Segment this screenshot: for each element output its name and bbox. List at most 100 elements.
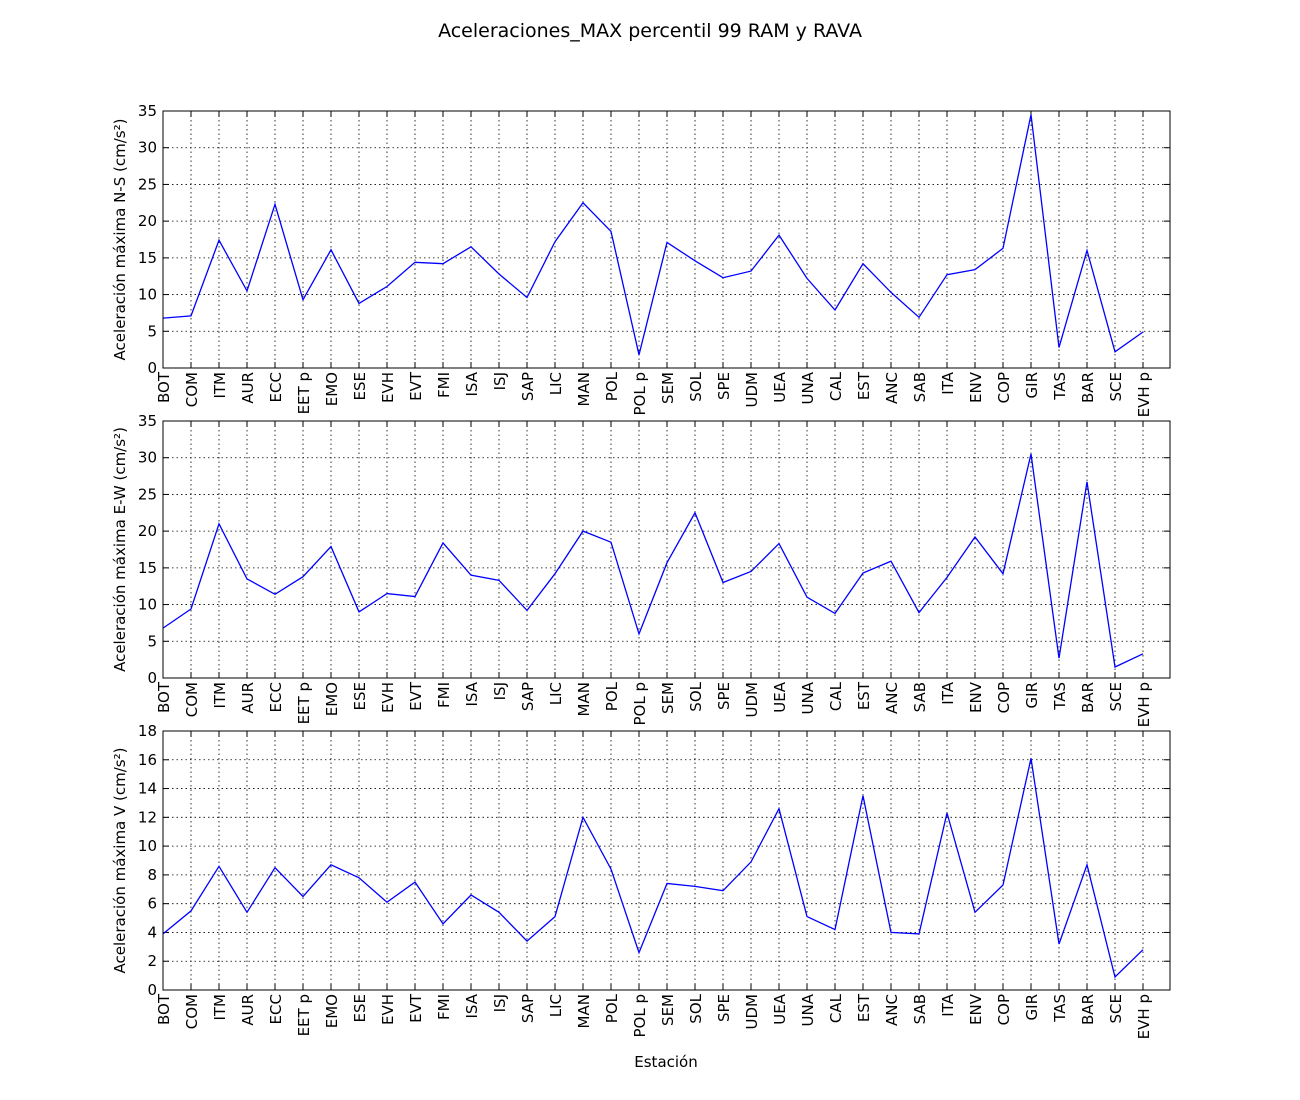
x-tick-label: EVT: [407, 681, 425, 711]
x-tick-label: EMO: [323, 372, 341, 406]
x-tick-label: SCE: [1107, 682, 1125, 711]
x-tick-label: UDM: [743, 372, 761, 407]
x-tick-label: SOL: [687, 993, 705, 1023]
x-tick-label: POL: [603, 993, 621, 1023]
x-tick-label: SEM: [659, 994, 677, 1026]
x-tick-label: ITM: [211, 682, 229, 709]
x-tick-label: COP: [995, 682, 1013, 713]
x-tick-label: SAP: [519, 372, 537, 401]
x-tick-label: FMI: [435, 372, 453, 398]
subplot-ew: 0 5 10 15 20 25 30 35 BOT COM ITM AUR ECC EET p EMO ESE…: [111, 412, 1171, 727]
x-tick-label: UEA: [771, 681, 789, 712]
x-tick-label: ITM: [211, 372, 229, 399]
x-tick-label: SEM: [659, 372, 677, 404]
x-tick-label: AUR: [239, 994, 257, 1026]
x-tick-label: SPE: [715, 994, 733, 1022]
y-tick-label: 4: [147, 923, 157, 941]
x-tick-label: SCE: [1107, 994, 1125, 1023]
x-tick-label: UNA: [799, 993, 817, 1026]
x-tick-label: CAL: [827, 371, 845, 401]
x-tick-label: CAL: [827, 681, 845, 711]
x-tick-label: EMO: [323, 682, 341, 716]
x-tick-label: EET p: [295, 372, 313, 414]
x-tick-label: LIC: [547, 372, 565, 395]
x-tick-label: SAB: [911, 994, 929, 1024]
x-tick-label: FMI: [435, 682, 453, 708]
y-tick-label: 35: [138, 412, 157, 430]
x-tick-label: TAS: [1051, 994, 1069, 1023]
x-tick-label: ANC: [883, 994, 901, 1026]
y-tick-label: 0: [147, 359, 157, 377]
x-tick-label: CAL: [827, 993, 845, 1023]
x-tick-label: FMI: [435, 994, 453, 1020]
x-tick-label: AUR: [239, 372, 257, 404]
x-tick-label: ESE: [351, 372, 369, 400]
x-tick-label: ECC: [267, 682, 285, 712]
axes-frame: [162, 730, 1171, 991]
x-tick-label: SAB: [911, 682, 929, 712]
x-tick-label: MAN: [575, 994, 593, 1028]
x-tick-label: TAS: [1051, 682, 1069, 711]
x-tick-label: EST: [855, 993, 873, 1022]
x-tick-label: AUR: [239, 682, 257, 714]
x-tick-label: ANC: [883, 682, 901, 714]
x-tick-label: MAN: [575, 682, 593, 716]
x-tick-label: LIC: [547, 994, 565, 1017]
y-tick-label: 30: [138, 139, 157, 157]
y-axis-label: Aceleración máxima E-W (cm/s²): [111, 427, 129, 672]
y-tick-label: 14: [138, 780, 157, 798]
x-tick-label: EVH p: [1135, 372, 1153, 417]
x-tick-label: COP: [995, 994, 1013, 1025]
y-tick-label: 20: [138, 212, 157, 230]
x-axis-label: Estación: [634, 1053, 697, 1071]
x-tick-label: GIR: [1023, 682, 1041, 708]
x-tick-label: UDM: [743, 994, 761, 1029]
x-tick-label: EET p: [295, 994, 313, 1036]
x-tick-label: SOL: [687, 371, 705, 401]
x-tick-label: EVH: [379, 682, 397, 713]
x-tick-label: SAP: [519, 682, 537, 711]
x-tick-label: SAP: [519, 994, 537, 1023]
y-tick-label: 2: [147, 952, 157, 970]
x-tick-label: EVH p: [1135, 994, 1153, 1039]
x-tick-label: ESE: [351, 682, 369, 710]
figure-title: Aceleraciones_MAX percentil 99 RAM y RAV…: [438, 20, 862, 42]
x-tick-label: SPE: [715, 372, 733, 400]
series-line-v: [162, 758, 1144, 979]
x-tick-label: POL: [603, 371, 621, 401]
x-tick-label: ISA: [463, 993, 481, 1018]
y-tick-label: 0: [147, 669, 157, 687]
x-tick-label: ECC: [267, 372, 285, 402]
x-tick-label: EVT: [407, 993, 425, 1023]
x-tick-label: ECC: [267, 994, 285, 1024]
x-tick-label: ENV: [967, 993, 985, 1025]
x-tick-label: ISJ: [491, 682, 509, 700]
x-tick-label: ISA: [463, 681, 481, 706]
x-tick-label: COP: [995, 372, 1013, 403]
x-tick-label: ISJ: [491, 994, 509, 1012]
subplot-v: 0 2 4 6 8 10 12 14 16 18 BOT COM ITM AUR ECC EET p EMO ES…: [111, 722, 1171, 1039]
y-tick-label: 10: [138, 286, 157, 304]
x-tick-label: POL p: [631, 372, 649, 416]
y-axis-label: Aceleración máxima V (cm/s²): [111, 748, 129, 974]
x-tick-label: TAS: [1051, 372, 1069, 401]
series-line-ns: [162, 114, 1144, 355]
x-tick-label: SCE: [1107, 372, 1125, 401]
x-tick-label: ITM: [211, 994, 229, 1021]
y-tick-label: 10: [138, 837, 157, 855]
x-tick-label: SOL: [687, 681, 705, 711]
x-tick-label: ITA: [939, 993, 957, 1016]
x-tick-label: BOT: [155, 371, 173, 403]
x-tick-label: EVT: [407, 371, 425, 401]
x-tick-label: BAR: [1079, 372, 1097, 403]
x-tick-label: UNA: [799, 371, 817, 404]
x-tick-label: COM: [183, 682, 201, 717]
x-tick-label: ANC: [883, 372, 901, 404]
x-tick-label: BOT: [155, 993, 173, 1025]
x-tick-label: EVH p: [1135, 682, 1153, 727]
x-tick-label: EST: [855, 681, 873, 710]
y-tick-label: 12: [138, 808, 157, 826]
y-tick-label: 35: [138, 102, 157, 120]
x-tick-label: UEA: [771, 371, 789, 402]
x-tick-label: GIR: [1023, 372, 1041, 398]
